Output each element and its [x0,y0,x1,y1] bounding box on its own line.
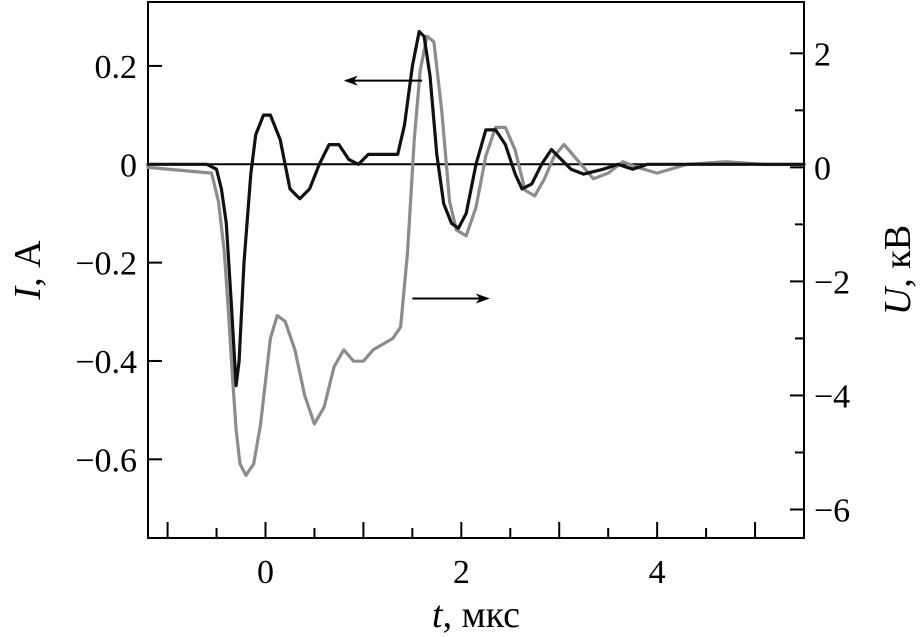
y-left-axis-label: I, А [7,240,49,301]
y-right-axis-label: U, кВ [877,225,919,315]
x-axis-label-unit: , мкс [443,594,520,636]
y-right-tick-label: −2 [814,264,850,301]
x-axis-label: t, мкс [432,594,520,636]
y-right-tick-label: −6 [814,492,850,529]
y-right-tick-label: 0 [814,150,831,187]
y-left-tick-label: 0.2 [95,49,138,86]
y-left-tick-label: −0.2 [75,246,137,283]
y-right-tick-label: −4 [814,378,850,415]
x-tick-label: 0 [257,554,274,591]
y-left-tick-label: 0 [120,147,137,184]
y-left-axis-label-unit: , А [7,240,49,287]
y-left-tick-label: −0.6 [75,442,137,479]
y-left-tick-label: −0.4 [75,344,137,381]
x-tick-label: 4 [649,554,666,591]
y-right-axis-label-variable: U [877,285,919,315]
y-right-tick-label: 2 [814,36,831,73]
voltage-series-line [148,36,804,475]
y-right-axis-label-unit: , кВ [877,225,919,288]
x-tick-label: 2 [453,554,470,591]
plot-frame [148,2,804,538]
